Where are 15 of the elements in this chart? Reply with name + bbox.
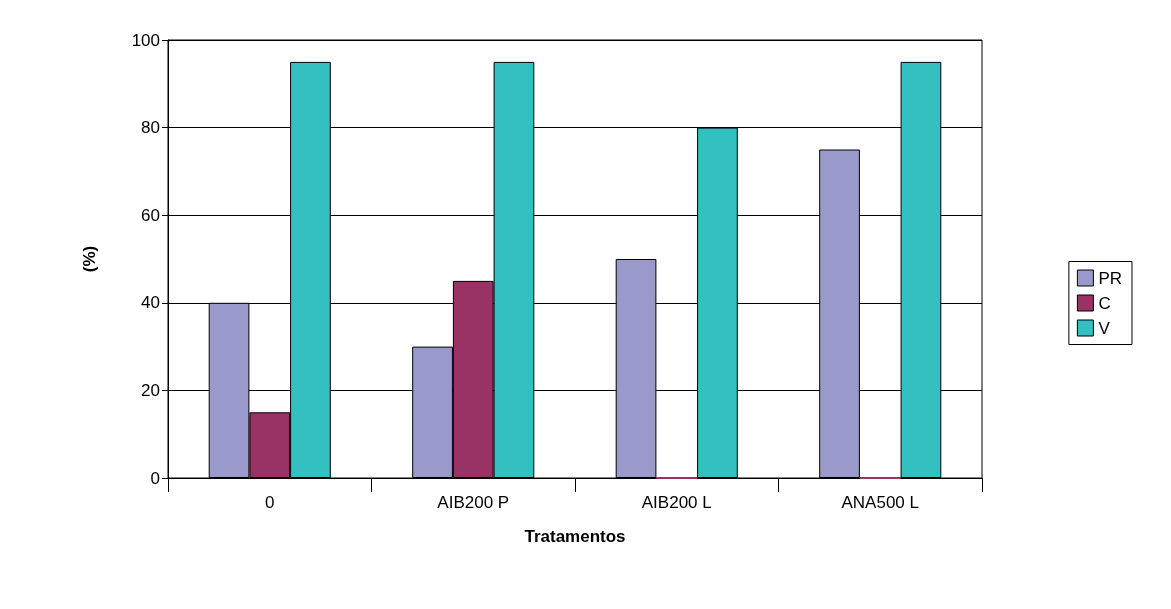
y-tick-label: 40 <box>141 293 160 313</box>
y-axis-title: (%) <box>80 245 99 273</box>
legend-label: C <box>1098 293 1111 313</box>
legend-label: V <box>1098 318 1111 338</box>
y-tick-label: 80 <box>141 118 160 138</box>
x-axis-title: Tratamentos <box>524 527 626 546</box>
y-tick-label: 60 <box>141 205 160 225</box>
x-tick-label: AIB200 L <box>641 493 712 512</box>
y-tick-label: 0 <box>150 468 160 488</box>
legend-label: PR <box>1098 268 1123 288</box>
y-tick-label: 20 <box>141 380 160 400</box>
y-tick-label: 100 <box>131 30 160 50</box>
x-tick-label: ANA500 L <box>841 493 919 512</box>
x-tick-label: 0 <box>265 493 275 512</box>
x-tick-label: AIB200 P <box>437 493 510 512</box>
